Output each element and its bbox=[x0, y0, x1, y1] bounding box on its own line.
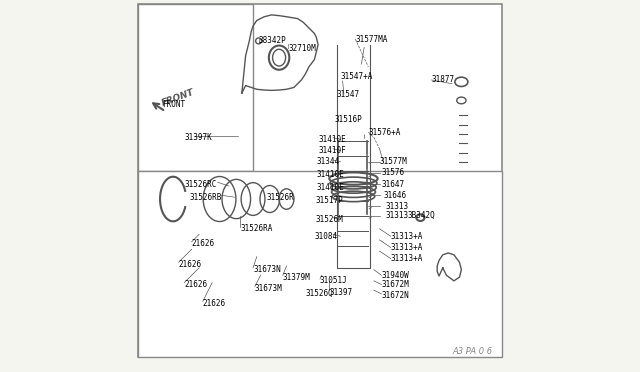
Text: 31344: 31344 bbox=[316, 157, 339, 166]
FancyBboxPatch shape bbox=[138, 171, 502, 357]
Text: 21626: 21626 bbox=[184, 280, 207, 289]
Text: 31379M: 31379M bbox=[283, 273, 310, 282]
Text: 31672N: 31672N bbox=[381, 291, 409, 300]
Text: 31410E: 31410E bbox=[318, 135, 346, 144]
FancyBboxPatch shape bbox=[138, 4, 253, 171]
Text: 31646: 31646 bbox=[383, 191, 406, 200]
Text: 31940W: 31940W bbox=[381, 271, 409, 280]
Text: 31313: 31313 bbox=[385, 202, 408, 211]
Text: 32710M: 32710M bbox=[289, 44, 316, 53]
Text: 31516P: 31516P bbox=[335, 115, 363, 124]
Text: 31577MA: 31577MA bbox=[355, 35, 388, 44]
Text: 31526RC: 31526RC bbox=[184, 180, 216, 189]
Text: 21626: 21626 bbox=[179, 260, 202, 269]
Text: 31313+A: 31313+A bbox=[390, 243, 423, 252]
Text: FRONT: FRONT bbox=[160, 88, 195, 108]
Text: 31517P: 31517P bbox=[315, 196, 343, 205]
Text: 31647: 31647 bbox=[381, 180, 404, 189]
Text: 3B342Q: 3B342Q bbox=[408, 211, 435, 220]
Text: 31673M: 31673M bbox=[255, 284, 283, 293]
Text: 31397: 31397 bbox=[330, 288, 353, 296]
Text: 31084: 31084 bbox=[314, 232, 337, 241]
Text: 31526RA: 31526RA bbox=[240, 224, 273, 233]
Text: 31547: 31547 bbox=[337, 90, 360, 99]
Text: 31313+A: 31313+A bbox=[390, 232, 423, 241]
Text: 31877: 31877 bbox=[431, 76, 455, 84]
Text: 31051J: 31051J bbox=[320, 276, 348, 285]
Text: 31576+A: 31576+A bbox=[369, 128, 401, 137]
Text: 31576: 31576 bbox=[381, 169, 404, 177]
Text: 21626: 21626 bbox=[191, 239, 215, 248]
Text: 31410E: 31410E bbox=[316, 183, 344, 192]
Text: 31577M: 31577M bbox=[380, 157, 407, 166]
Text: 31526RB: 31526RB bbox=[189, 193, 221, 202]
Text: 31547+A: 31547+A bbox=[340, 72, 373, 81]
Text: FRONT: FRONT bbox=[162, 100, 185, 109]
Text: 31410E: 31410E bbox=[316, 170, 344, 179]
Text: 31672M: 31672M bbox=[381, 280, 409, 289]
FancyBboxPatch shape bbox=[138, 4, 502, 357]
Text: 31526M: 31526M bbox=[315, 215, 343, 224]
Text: 31673N: 31673N bbox=[253, 265, 281, 274]
Text: 31526Q: 31526Q bbox=[305, 289, 333, 298]
Text: A3 PA 0 6: A3 PA 0 6 bbox=[452, 347, 493, 356]
Text: 21626: 21626 bbox=[203, 299, 226, 308]
Text: 31526R: 31526R bbox=[266, 193, 294, 202]
Text: 31397K: 31397K bbox=[184, 133, 212, 142]
Text: 31313: 31313 bbox=[385, 211, 408, 220]
Text: 38342P: 38342P bbox=[259, 36, 286, 45]
Text: 31313+A: 31313+A bbox=[390, 254, 423, 263]
Text: 31410F: 31410F bbox=[318, 146, 346, 155]
